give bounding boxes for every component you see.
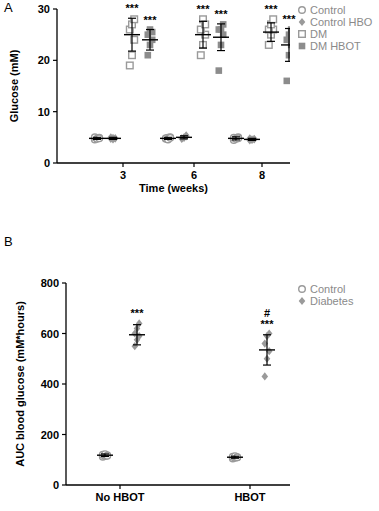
mean-line bbox=[244, 139, 260, 140]
x-tick bbox=[249, 485, 250, 489]
x-tick-label: No HBOT bbox=[96, 491, 145, 503]
error-bar bbox=[248, 138, 256, 140]
error-bar bbox=[232, 137, 240, 140]
data-point bbox=[266, 42, 273, 49]
mean-line bbox=[227, 457, 243, 458]
annotation: *** bbox=[126, 2, 140, 14]
error-bar bbox=[263, 335, 271, 365]
y-tick-label: 400 bbox=[41, 378, 59, 390]
error-bar bbox=[109, 137, 117, 139]
annotation: *** bbox=[261, 318, 275, 330]
x-tick bbox=[119, 485, 120, 489]
annotation: *** bbox=[131, 307, 145, 319]
x-tick bbox=[261, 163, 262, 167]
panel: B 0 200 400 600 800 No HBOT HBOT AUC blood gluco… bbox=[4, 234, 354, 503]
data-point bbox=[198, 52, 205, 59]
legend-label: DM HBOT bbox=[310, 40, 361, 52]
legend-marker bbox=[299, 31, 306, 38]
y-tick bbox=[53, 111, 57, 112]
annotation: *** bbox=[215, 8, 229, 20]
mean-line bbox=[160, 138, 176, 139]
y-axis bbox=[56, 9, 57, 163]
panel-label: A bbox=[4, 0, 13, 15]
plot-area bbox=[97, 319, 275, 461]
y-tick-label: 0 bbox=[53, 479, 59, 491]
error-bar bbox=[164, 137, 172, 139]
legend-label: DM bbox=[310, 28, 327, 40]
annotation: *** bbox=[197, 3, 211, 15]
data-point bbox=[127, 62, 134, 69]
x-tick-label: HBOT bbox=[234, 491, 265, 503]
legend-label: Control HBO bbox=[310, 16, 373, 28]
y-tick bbox=[62, 383, 66, 384]
legend-marker bbox=[299, 7, 306, 14]
error-bar bbox=[199, 21, 207, 48]
y-tick-label: 800 bbox=[41, 277, 59, 289]
error-bar bbox=[231, 456, 239, 458]
data-point bbox=[284, 78, 291, 85]
error-bar bbox=[101, 454, 109, 457]
legend-marker bbox=[299, 43, 306, 50]
legend-marker bbox=[299, 286, 306, 293]
y-tick-label: 200 bbox=[41, 429, 59, 441]
y-tick-label: 0 bbox=[44, 157, 50, 169]
y-tick bbox=[62, 484, 66, 485]
y-tick-label: 600 bbox=[41, 328, 59, 340]
error-bar bbox=[217, 24, 225, 51]
y-tick bbox=[62, 333, 66, 334]
data-point bbox=[145, 52, 152, 59]
annotation: *** bbox=[144, 14, 158, 26]
data-point bbox=[270, 16, 277, 23]
legend-label: Control bbox=[310, 283, 345, 295]
data-point bbox=[129, 52, 136, 59]
y-tick bbox=[62, 282, 66, 283]
legend-marker bbox=[299, 18, 306, 26]
data-point bbox=[262, 372, 269, 380]
y-tick-label: 10 bbox=[38, 106, 50, 118]
x-tick-label: 3 bbox=[120, 169, 126, 181]
y-tick bbox=[53, 8, 57, 9]
legend: ControlControl HBODMDM HBOT bbox=[299, 4, 373, 52]
y-tick bbox=[53, 60, 57, 61]
y-tick bbox=[53, 162, 57, 163]
mean-line bbox=[97, 455, 113, 456]
y-axis-label: AUC blood glucose (mM*hours) bbox=[14, 301, 26, 467]
annotation: *** bbox=[283, 13, 297, 25]
figure: A 0 10 20 30 3 6 8 Time (weeks) Glucose (mM) *** **… bbox=[0, 0, 379, 511]
x-tick bbox=[122, 163, 123, 167]
error-bar bbox=[133, 325, 141, 345]
legend-label: Diabetes bbox=[310, 295, 354, 307]
mean-line bbox=[228, 138, 244, 139]
panel-label: B bbox=[4, 234, 13, 249]
mean-line bbox=[176, 137, 192, 138]
y-axis-label: Glucose (mM) bbox=[8, 49, 20, 122]
panel: A 0 10 20 30 3 6 8 Time (weeks) Glucose (mM) *** **… bbox=[4, 0, 373, 194]
mean-line bbox=[105, 138, 121, 139]
y-tick bbox=[62, 434, 66, 435]
y-tick-label: 20 bbox=[38, 54, 50, 66]
error-bar bbox=[146, 30, 154, 51]
error-bar bbox=[285, 29, 290, 62]
x-axis bbox=[66, 484, 290, 485]
data-point bbox=[216, 67, 223, 74]
annotation: *** bbox=[265, 3, 279, 15]
error-bar bbox=[180, 136, 188, 139]
legend: ControlDiabetes bbox=[299, 283, 354, 307]
error-bar bbox=[93, 137, 101, 139]
x-tick bbox=[193, 163, 194, 167]
legend-marker bbox=[299, 297, 306, 305]
x-tick-label: 6 bbox=[191, 169, 197, 181]
y-tick-label: 30 bbox=[38, 3, 50, 15]
x-axis-label: Time (weeks) bbox=[139, 182, 208, 194]
x-tick-label: 8 bbox=[259, 169, 265, 181]
data-point bbox=[200, 16, 207, 23]
mean-line bbox=[89, 138, 105, 139]
error-bar bbox=[128, 18, 136, 51]
x-axis bbox=[57, 162, 290, 163]
legend-label: Control bbox=[310, 4, 345, 16]
plot-area bbox=[89, 16, 290, 145]
error-bar bbox=[267, 23, 275, 41]
